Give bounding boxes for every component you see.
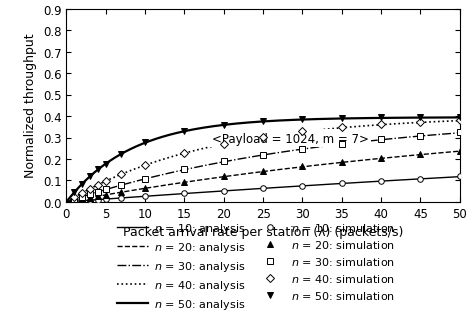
Y-axis label: Normalized throughput: Normalized throughput — [24, 34, 37, 178]
Legend: $n$ = 10: analysis, $n$ = 20: analysis, $n$ = 30: analysis, $n$ = 40: analysis, : $n$ = 10: analysis, $n$ = 20: analysis, … — [113, 217, 399, 316]
Text: <Payload = 1024, m = 7>: <Payload = 1024, m = 7> — [212, 132, 369, 145]
X-axis label: Packet arrival rate per station (λ) (packets/s): Packet arrival rate per station (λ) (pac… — [123, 226, 403, 239]
